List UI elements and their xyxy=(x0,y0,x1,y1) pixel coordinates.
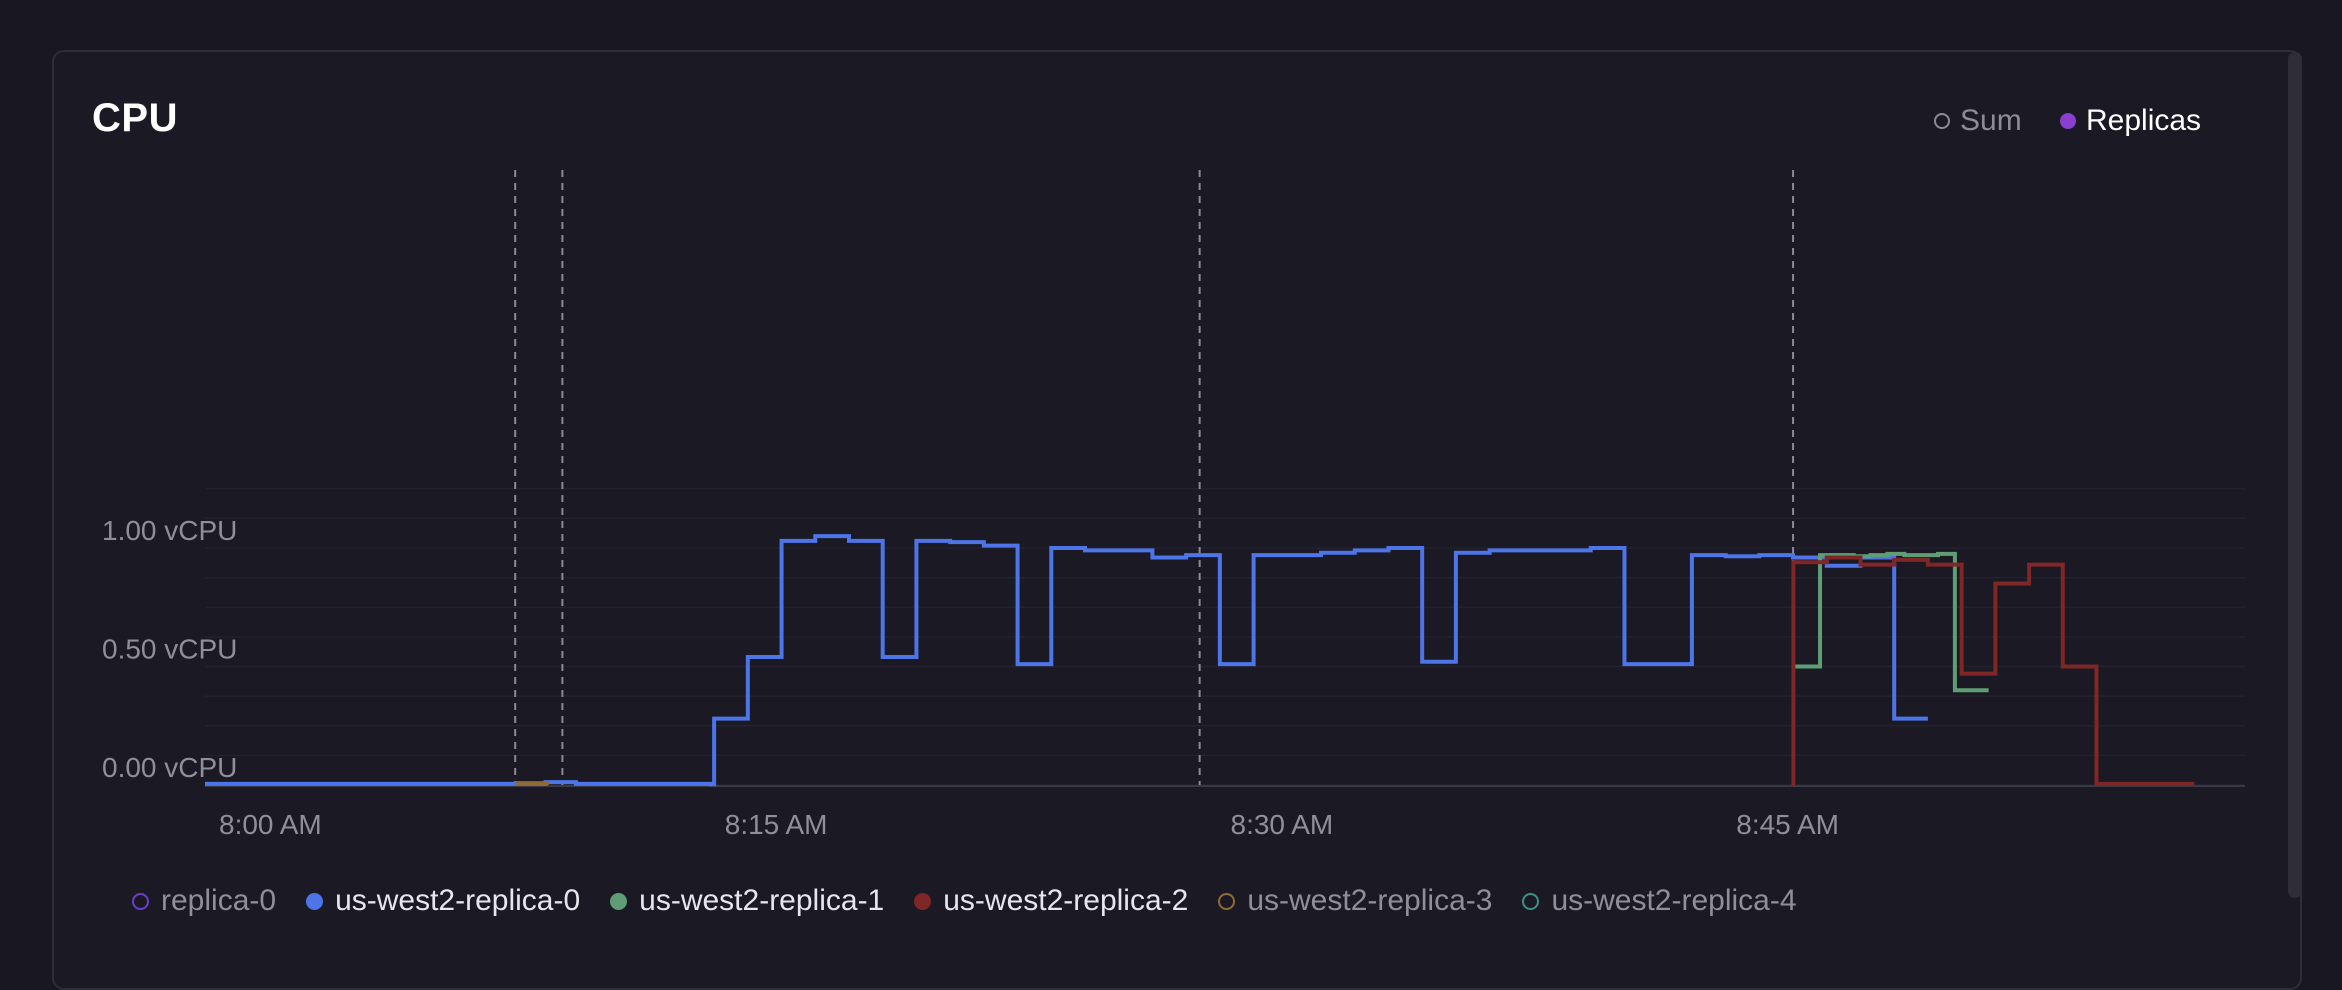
legend-dot-icon xyxy=(306,892,324,910)
panel-scrollbar[interactable] xyxy=(2288,52,2302,898)
legend-item-us-west2-replica-0[interactable]: us-west2-replica-0 xyxy=(306,884,580,918)
chart-series xyxy=(205,534,2195,787)
legend-dot-icon xyxy=(132,892,149,910)
legend-label: replica-0 xyxy=(161,884,277,917)
chart-gridlines xyxy=(205,488,2245,786)
legend-item-replica-0[interactable]: replica-0 xyxy=(132,884,276,918)
x-tick-label: 8:45 AM xyxy=(1736,809,1839,840)
series-line-us-west2-replica-0[interactable] xyxy=(205,534,1928,787)
replicas-radio-icon xyxy=(2060,113,2076,129)
x-tick-label: 8:00 AM xyxy=(219,809,322,840)
legend-item-us-west2-replica-2[interactable]: us-west2-replica-2 xyxy=(914,884,1188,918)
series-line-us-west2-replica-1[interactable] xyxy=(1793,551,1989,693)
y-tick-label: 1.00 vCPU xyxy=(102,515,237,546)
legend-label: us-west2-replica-0 xyxy=(335,884,581,917)
y-tick-label: 0.00 vCPU xyxy=(102,752,237,783)
legend-label: us-west2-replica-3 xyxy=(1247,884,1493,917)
x-tick-label: 8:30 AM xyxy=(1231,809,1334,840)
legend-dot-icon xyxy=(914,892,932,910)
replicas-toggle-label: Replicas xyxy=(2086,104,2202,137)
cpu-panel xyxy=(52,50,2302,990)
legend-item-us-west2-replica-1[interactable]: us-west2-replica-1 xyxy=(610,884,884,918)
legend-label: us-west2-replica-1 xyxy=(639,884,885,917)
event-markers xyxy=(514,170,1795,785)
replicas-toggle[interactable]: Replicas xyxy=(2060,104,2201,138)
sum-toggle-label: Sum xyxy=(1960,104,2022,137)
legend-item-us-west2-replica-4[interactable]: us-west2-replica-4 xyxy=(1522,884,1797,918)
panel-title: CPU xyxy=(92,96,178,140)
legend-label: us-west2-replica-4 xyxy=(1551,884,1797,917)
x-axis: 8:00 AM 8:15 AM 8:30 AM 8:45 AM xyxy=(219,809,1839,840)
sum-radio-icon xyxy=(1934,113,1950,129)
y-tick-label: 0.50 vCPU xyxy=(102,634,237,665)
legend-item-us-west2-replica-3[interactable]: us-west2-replica-3 xyxy=(1218,884,1492,918)
sum-toggle[interactable]: Sum xyxy=(1934,104,2022,138)
legend-label: us-west2-replica-2 xyxy=(943,884,1189,917)
y-axis: 0.00 vCPU 0.50 vCPU 1.00 vCPU xyxy=(102,515,237,783)
legend-dot-icon xyxy=(1218,892,1236,910)
cpu-chart: 0.00 vCPU 0.50 vCPU 1.00 vCPU 8:00 AM 8:15 … xyxy=(102,170,2245,840)
x-tick-label: 8:15 AM xyxy=(725,809,828,840)
legend-dot-icon xyxy=(610,892,628,910)
chart-legend: replica-0 us-west2-replica-0 us-west2-repl… xyxy=(132,884,1827,918)
legend-dot-icon xyxy=(1522,892,1540,910)
series-line-us-west2-replica-2[interactable] xyxy=(1791,555,2195,787)
